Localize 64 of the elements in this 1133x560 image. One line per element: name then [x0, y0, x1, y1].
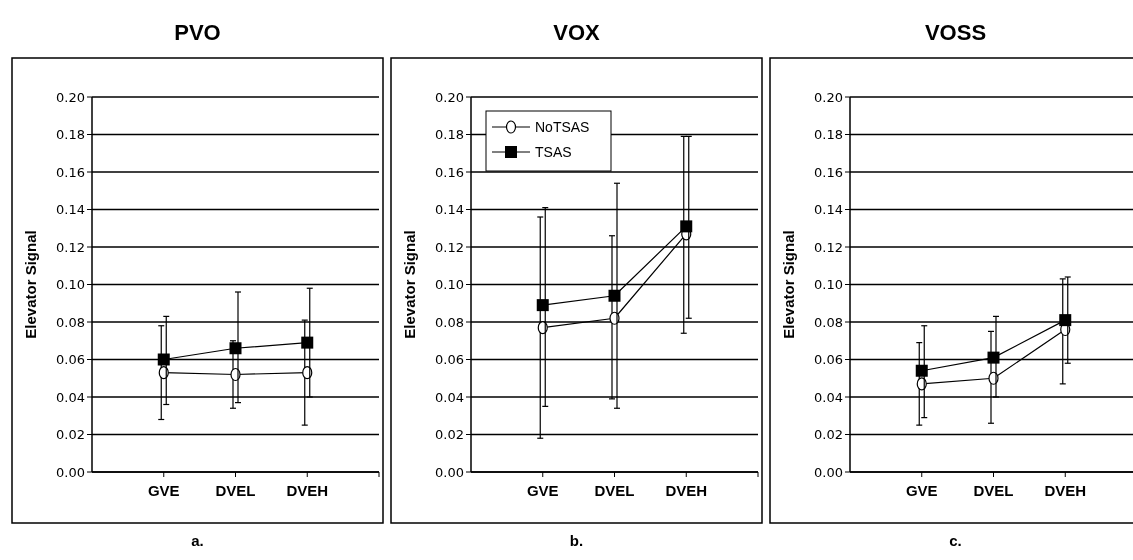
y-tick-label: 0.08	[435, 314, 464, 330]
y-tick-label: 0.04	[435, 389, 464, 405]
y-tick-label: 0.10	[814, 277, 843, 293]
text: a.	[191, 532, 204, 549]
point	[158, 366, 169, 380]
y-tick-label: 0.04	[814, 389, 843, 405]
y-axis-title: Elevator Signal	[22, 230, 39, 339]
point	[680, 220, 693, 233]
y-tick-label: 0.18	[435, 127, 464, 143]
y-tick-label: 0.20	[814, 89, 843, 105]
y-tick-label: 0.20	[435, 89, 464, 105]
y-tick-label: 0.02	[56, 427, 85, 443]
y-tick-label: 0.18	[56, 127, 85, 143]
x-tick-label: GVE	[526, 482, 559, 499]
y-tick-label: 0.00	[814, 464, 843, 480]
y-axis-title: Elevator Signal	[401, 230, 418, 339]
y-axis-title: Elevator Signal	[780, 230, 797, 339]
y-tick-label: 0.16	[56, 164, 85, 180]
y-tick-label: 0.00	[56, 464, 85, 480]
y-tick-label: 0.02	[435, 427, 464, 443]
point	[229, 342, 242, 355]
legend-label: NoTSAS	[535, 118, 590, 135]
y-tick-label: 0.20	[56, 89, 85, 105]
point	[608, 289, 621, 302]
point	[915, 364, 928, 377]
x-tick-label: GVE	[905, 482, 938, 499]
y-tick-label: 0.02	[814, 427, 843, 443]
text: c.	[949, 532, 962, 549]
x-tick-label: GVE	[147, 482, 180, 499]
y-tick-label: 0.08	[56, 314, 85, 330]
y-tick-label: 0.12	[435, 239, 464, 255]
x-tick-label: DVEH	[286, 482, 329, 499]
y-tick-label: 0.16	[435, 164, 464, 180]
y-tick-label: 0.12	[56, 239, 85, 255]
y-tick-label: 0.14	[435, 202, 464, 218]
y-tick-label: 0.06	[814, 352, 843, 368]
y-tick-label: 0.18	[814, 127, 843, 143]
point	[987, 351, 1000, 364]
legend-label: TSAS	[535, 143, 572, 160]
point	[1059, 314, 1072, 327]
y-tick-label: 0.06	[435, 352, 464, 368]
y-tick-label: 0.00	[435, 464, 464, 480]
x-tick-label: DVEL	[215, 482, 256, 499]
y-tick-label: 0.04	[56, 389, 85, 405]
y-tick-label: 0.08	[814, 314, 843, 330]
chart-title: VOSS	[924, 20, 987, 45]
x-tick-label: DVEH	[1044, 482, 1087, 499]
y-tick-label: 0.14	[56, 202, 85, 218]
chart-title: VOX	[553, 20, 601, 45]
chart-title: PVO	[174, 20, 221, 45]
point	[301, 336, 314, 349]
text: b.	[569, 532, 584, 549]
y-tick-label: 0.10	[56, 277, 85, 293]
point	[536, 299, 549, 312]
point	[157, 353, 170, 366]
y-tick-label: 0.14	[814, 202, 843, 218]
x-tick-label: DVEL	[973, 482, 1014, 499]
y-tick-label: 0.10	[435, 277, 464, 293]
point	[537, 321, 548, 335]
x-tick-label: DVEL	[594, 482, 635, 499]
y-tick-label: 0.12	[814, 239, 843, 255]
y-tick-label: 0.16	[814, 164, 843, 180]
x-tick-label: DVEH	[665, 482, 708, 499]
y-tick-label: 0.06	[56, 352, 85, 368]
